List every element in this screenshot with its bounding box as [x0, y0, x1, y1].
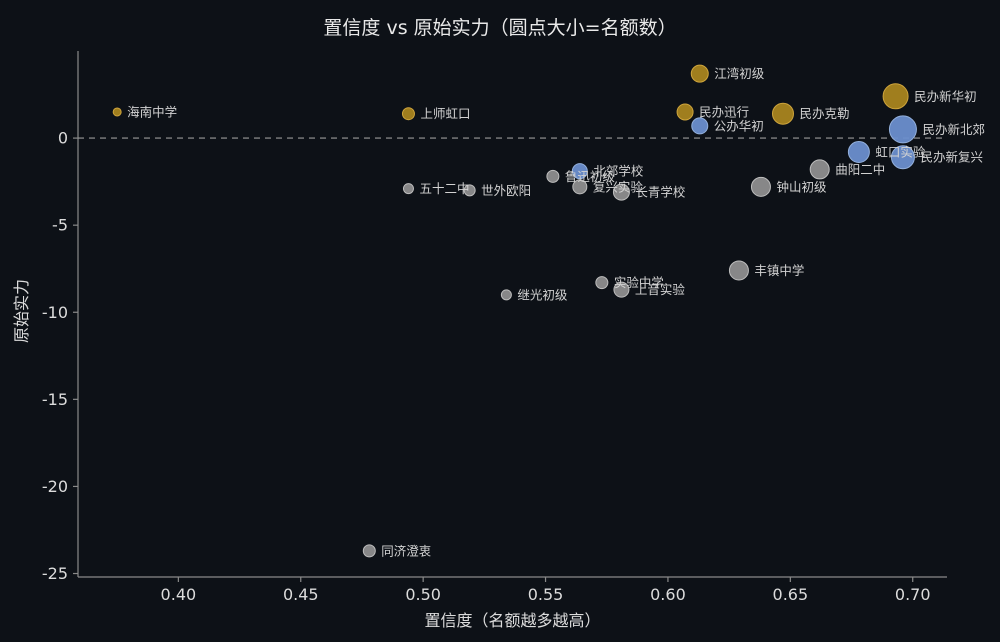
data-point [546, 169, 560, 183]
x-axis-label: 置信度（名额越多越高） [424, 611, 601, 630]
chart-title: 置信度 vs 原始实力（圆点大小=名额数） [323, 17, 677, 39]
data-point-label: 虹口实验 [875, 145, 926, 160]
data-point-label: 民办新复兴 [920, 150, 983, 165]
data-point-label: 江湾初级 [714, 66, 765, 81]
data-point-label: 五十二中 [419, 181, 469, 196]
x-tick-label: 0.65 [773, 585, 809, 604]
data-point-label: 长青学校 [635, 185, 686, 200]
data-point-label: 海南中学 [127, 104, 177, 119]
x-tick-label: 0.70 [895, 585, 931, 604]
y-tick-label: -5 [52, 216, 68, 235]
y-tick-label: -25 [42, 564, 68, 583]
data-point-label: 实验中学 [614, 275, 664, 290]
data-point-label: 曲阳二中 [835, 162, 885, 177]
data-point-label: 钟山初级 [776, 179, 827, 194]
data-point [676, 103, 694, 121]
data-point-label: 继光初级 [517, 287, 568, 302]
data-point [690, 64, 709, 83]
data-point [463, 184, 476, 197]
data-point-label: 同济澄衷 [381, 543, 431, 558]
x-tick-label: 0.55 [528, 585, 564, 604]
data-point-label: 上师虹口 [420, 106, 470, 121]
y-tick-label: -20 [42, 477, 68, 496]
data-point [888, 115, 917, 144]
x-tick-label: 0.45 [283, 585, 319, 604]
data-point [595, 276, 609, 290]
data-point [890, 145, 915, 170]
data-point [728, 260, 749, 281]
data-point [362, 544, 376, 558]
data-point [401, 107, 415, 121]
data-point-label: 复兴实验 [593, 179, 644, 194]
data-point-label: 丰镇中学 [754, 263, 804, 278]
data-point-label: 民办克勒 [799, 106, 849, 121]
data-point-label: 民办新北郊 [922, 122, 985, 137]
y-axis-label: 原始实力 [12, 278, 31, 344]
data-point [847, 141, 870, 164]
data-point [882, 83, 909, 110]
y-tick-label: 0 [58, 129, 68, 148]
y-tick-label: -15 [42, 390, 68, 409]
data-point [571, 163, 588, 180]
data-point-label: 民办新华初 [914, 89, 977, 104]
data-point-label: 上音实验 [635, 282, 686, 297]
x-tick-label: 0.50 [405, 585, 441, 604]
data-point-label: 世外欧阳 [481, 183, 531, 198]
data-point [771, 102, 794, 125]
data-point-label: 北郊学校 [593, 164, 644, 179]
data-point [500, 289, 512, 301]
data-point [809, 159, 830, 180]
y-tick-label: -10 [42, 303, 68, 322]
x-tick-label: 0.40 [161, 585, 197, 604]
data-point-label: 民办迅行 [699, 104, 749, 119]
data-point [750, 176, 771, 197]
data-point-label: 鲁迅初级 [565, 169, 616, 184]
data-point-label: 公办华初 [714, 118, 764, 133]
data-point [612, 183, 630, 201]
data-point [112, 107, 122, 117]
data-point [572, 179, 588, 195]
data-point [691, 117, 709, 135]
data-point [613, 281, 630, 298]
x-tick-label: 0.60 [650, 585, 686, 604]
data-point [402, 183, 414, 195]
